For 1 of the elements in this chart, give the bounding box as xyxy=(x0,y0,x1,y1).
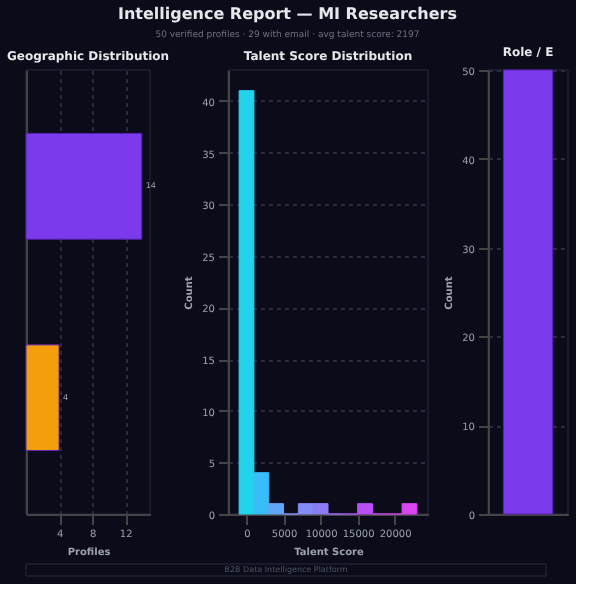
text: Intelligence Report — MI Researchers xyxy=(117,4,458,23)
